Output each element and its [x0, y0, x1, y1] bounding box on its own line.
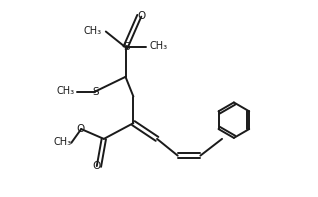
Text: CH₃: CH₃ — [53, 137, 71, 147]
Text: S: S — [92, 87, 99, 97]
Text: CH₃: CH₃ — [57, 86, 75, 96]
Text: CH₃: CH₃ — [84, 26, 102, 35]
Text: O: O — [76, 124, 84, 134]
Text: CH₃: CH₃ — [149, 41, 168, 51]
Text: O: O — [93, 162, 101, 171]
Text: S: S — [123, 42, 130, 52]
Text: O: O — [138, 11, 146, 21]
